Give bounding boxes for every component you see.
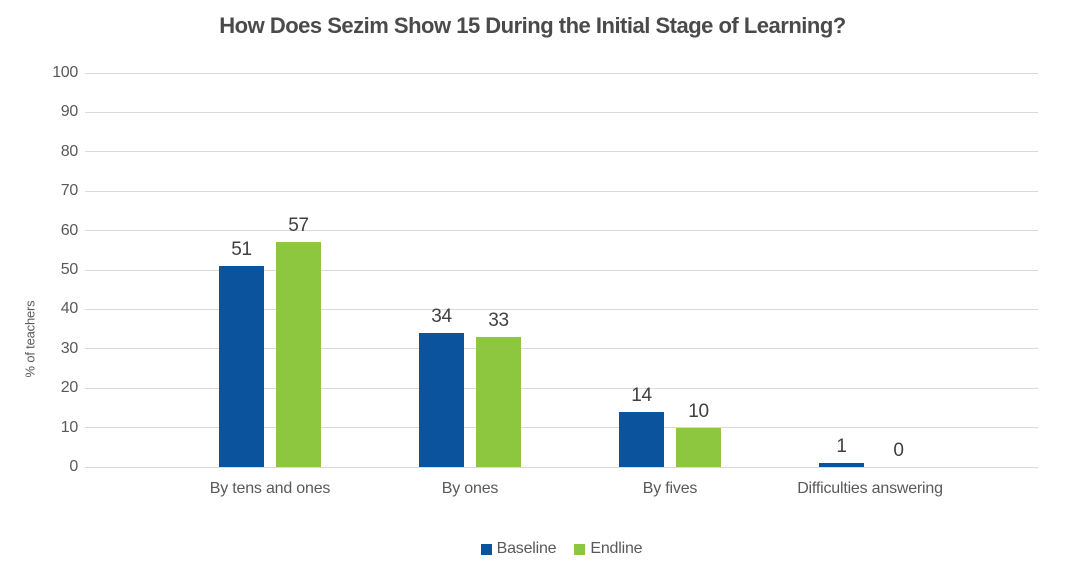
y-tick-label-90: 90 <box>60 103 79 121</box>
value-label-baseline-difficulties-answering: 1 <box>836 436 847 458</box>
value-label-endline-by-tens-and-ones: 57 <box>288 215 309 237</box>
gridline-30 <box>85 348 1038 350</box>
y-tick-label-80: 80 <box>60 142 79 160</box>
legend-label-endline: Endline <box>590 540 643 557</box>
gridline-60 <box>85 230 1038 232</box>
gridline-20 <box>85 387 1038 389</box>
bar-endline-by-ones <box>476 336 521 467</box>
y-tick-label-50: 50 <box>60 261 79 278</box>
value-label-endline-by-ones: 33 <box>488 309 509 331</box>
bar-baseline-by-fives <box>619 411 664 467</box>
y-tick-label-10: 10 <box>60 418 79 436</box>
gridline-40 <box>85 308 1038 310</box>
y-tick-label-40: 40 <box>60 300 79 318</box>
value-label-baseline-by-tens-and-ones: 51 <box>231 239 252 261</box>
y-tick-label-100: 100 <box>52 64 78 81</box>
gridline-100 <box>85 72 1038 74</box>
gridline-70 <box>85 190 1038 192</box>
legend-swatch-baseline-icon <box>480 543 492 555</box>
gridline-50 <box>85 269 1038 271</box>
value-label-baseline-by-fives: 14 <box>631 384 652 406</box>
y-tick-label-60: 60 <box>60 221 79 239</box>
x-axis-label-by-fives: By fives <box>642 480 698 497</box>
y-tick-label-30: 30 <box>60 339 79 357</box>
legend-swatch-endline-icon <box>574 543 586 555</box>
gridline-80 <box>85 151 1038 153</box>
x-axis-label-by-ones: By ones <box>441 480 499 497</box>
x-axis-label-by-tens-and-ones: By tens and ones <box>209 480 331 497</box>
bar-endline-by-tens-and-ones <box>276 242 321 467</box>
legend: Baseline Endline <box>85 538 1038 560</box>
value-label-endline-by-fives: 10 <box>688 400 709 422</box>
bar-baseline-by-ones <box>419 333 464 467</box>
legend-item-endline: Endline <box>574 540 643 558</box>
bar-baseline-difficulties-answering <box>819 463 864 467</box>
value-label-baseline-by-ones: 34 <box>431 306 452 328</box>
chart-title: How Does Sezim Show 15 During the Initia… <box>219 13 846 38</box>
bar-baseline-by-tens-and-ones <box>219 266 264 467</box>
bar-endline-by-fives <box>676 427 721 467</box>
value-label-endline-difficulties-answering: 0 <box>893 440 904 461</box>
y-tick-label-20: 20 <box>60 379 79 397</box>
x-axis-label-difficulties-answering: Difficulties answering <box>797 480 943 497</box>
y-tick-label-70: 70 <box>60 182 79 200</box>
legend-item-baseline: Baseline <box>480 540 557 558</box>
gridline-0 <box>85 466 1038 468</box>
gridline-90 <box>85 111 1038 113</box>
y-tick-label-0: 0 <box>69 458 78 475</box>
legend-label-baseline: Baseline <box>496 540 557 557</box>
gridline-10 <box>85 427 1038 429</box>
